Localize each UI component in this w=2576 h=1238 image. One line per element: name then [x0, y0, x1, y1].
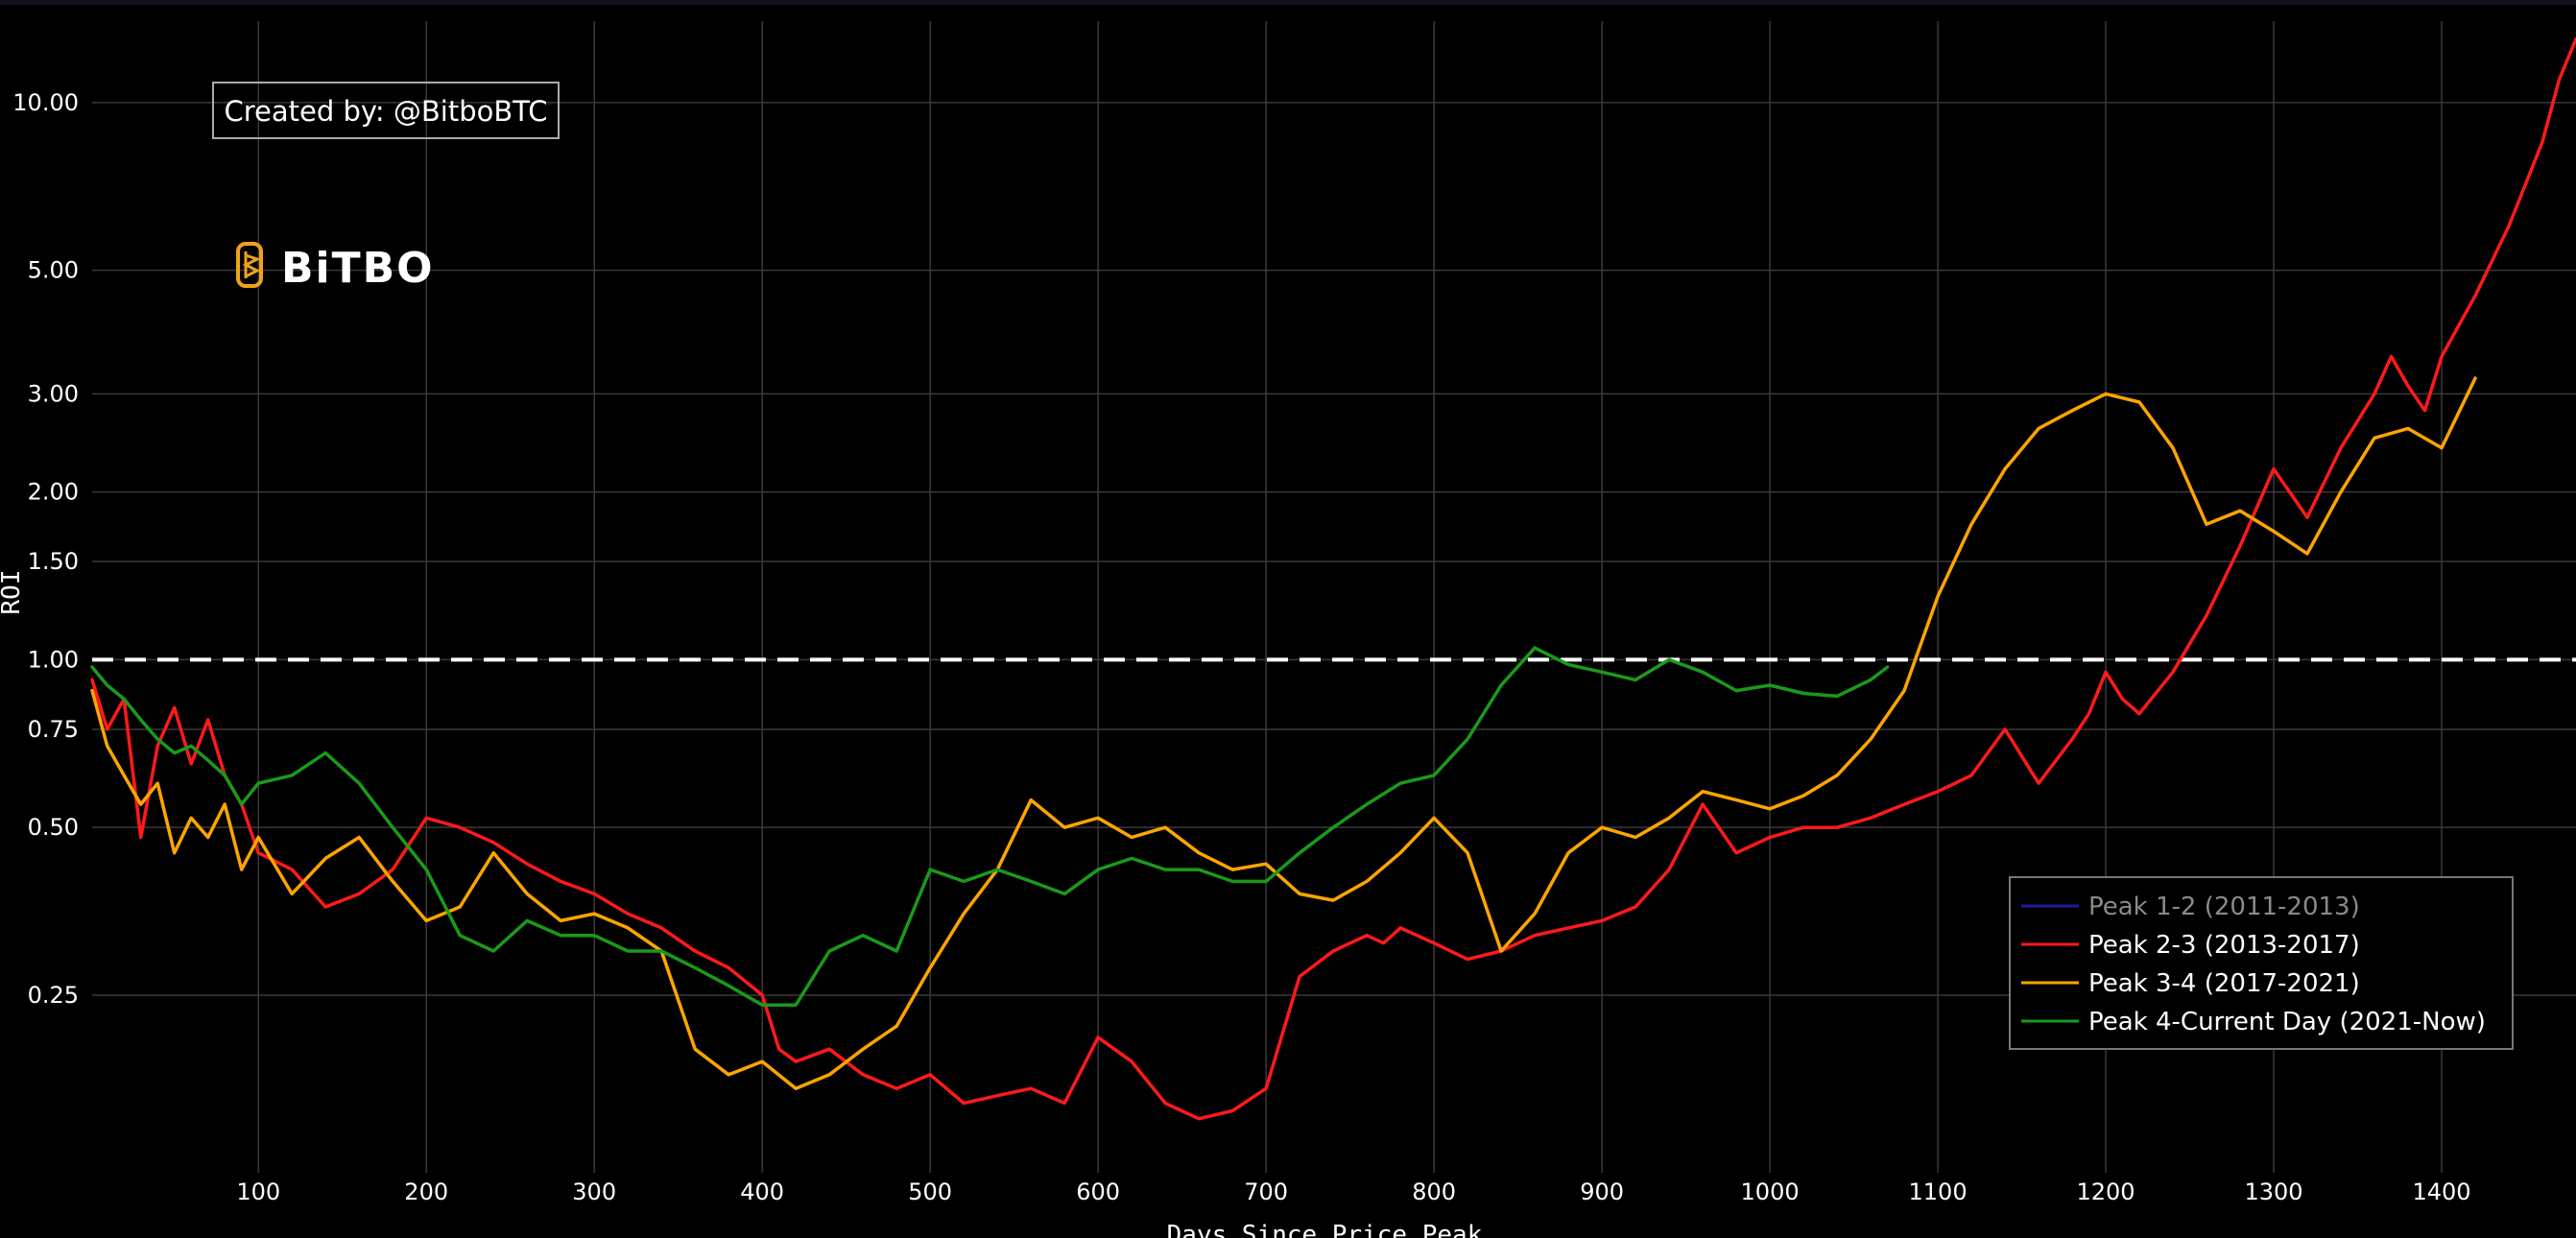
legend-item-1[interactable]: Peak 2-3 (2013-2017) [2088, 931, 2360, 960]
y-tick-label: 0.75 [28, 716, 79, 743]
legend-box [2009, 876, 2514, 1050]
y-axis-title: ROI [0, 570, 26, 615]
series-line-3 [90, 646, 1890, 1007]
x-tick-label: 600 [1076, 1178, 1120, 1205]
grid [92, 21, 2576, 1173]
series-line-2 [90, 376, 2477, 1090]
y-tick-label: 5.00 [28, 257, 79, 284]
legend-item-3[interactable]: Peak 4-Current Day (2021-Now) [2088, 1008, 2486, 1036]
x-tick-label: 300 [572, 1178, 616, 1205]
x-tick-label: 1300 [2244, 1178, 2302, 1205]
y-tick-label: 10.00 [12, 89, 79, 116]
legend-item-2[interactable]: Peak 3-4 (2017-2021) [2088, 969, 2360, 998]
bitbo-logo-icon [236, 242, 263, 288]
legend-item-0[interactable]: Peak 1-2 (2011-2013) [2088, 893, 2360, 921]
y-tick-label: 1.00 [28, 646, 79, 673]
y-tick-label: 1.50 [28, 548, 79, 575]
x-tick-label: 1400 [2412, 1178, 2470, 1205]
x-axis: 100 200 300 400 500 600 700 800 900 1000 1100 1200 1… [236, 1178, 2470, 1205]
x-tick-label: 500 [908, 1178, 952, 1205]
x-tick-label: 900 [1580, 1178, 1624, 1205]
x-tick-label: 1000 [1741, 1178, 1800, 1205]
series-line-1 [90, 36, 2576, 1121]
x-tick-label: 400 [740, 1178, 784, 1205]
x-tick-label: 200 [404, 1178, 448, 1205]
credit-text: Created by: @BitboBTC [224, 95, 547, 128]
bitbo-logo: BiTBO [236, 242, 435, 293]
x-tick-label: 800 [1412, 1178, 1456, 1205]
x-tick-label: 100 [236, 1178, 280, 1205]
bitbo-logo-text: BiTBO [281, 244, 435, 293]
x-tick-label: 700 [1244, 1178, 1288, 1205]
credit-box: Created by: @BitboBTC [212, 82, 560, 139]
x-tick-label: 1100 [1909, 1178, 1968, 1205]
x-axis-title: Days Since Price Peak [1167, 1221, 1483, 1238]
x-tick-label: 1200 [2077, 1178, 2135, 1205]
legend: Peak 1-2 (2011-2013) Peak 2-3 (2013-2017)… [2009, 876, 2514, 1050]
y-tick-label: 0.25 [28, 982, 79, 1009]
series-layer [90, 36, 2576, 1121]
y-tick-label: 2.00 [28, 479, 79, 506]
y-axis: 0.25 0.50 0.75 1.00 1.50 2.00 3.00 5.00 10.00 [12, 89, 79, 1009]
top-border [0, 0, 2576, 5]
y-tick-label: 0.50 [28, 814, 79, 841]
y-tick-label: 3.00 [28, 380, 79, 407]
